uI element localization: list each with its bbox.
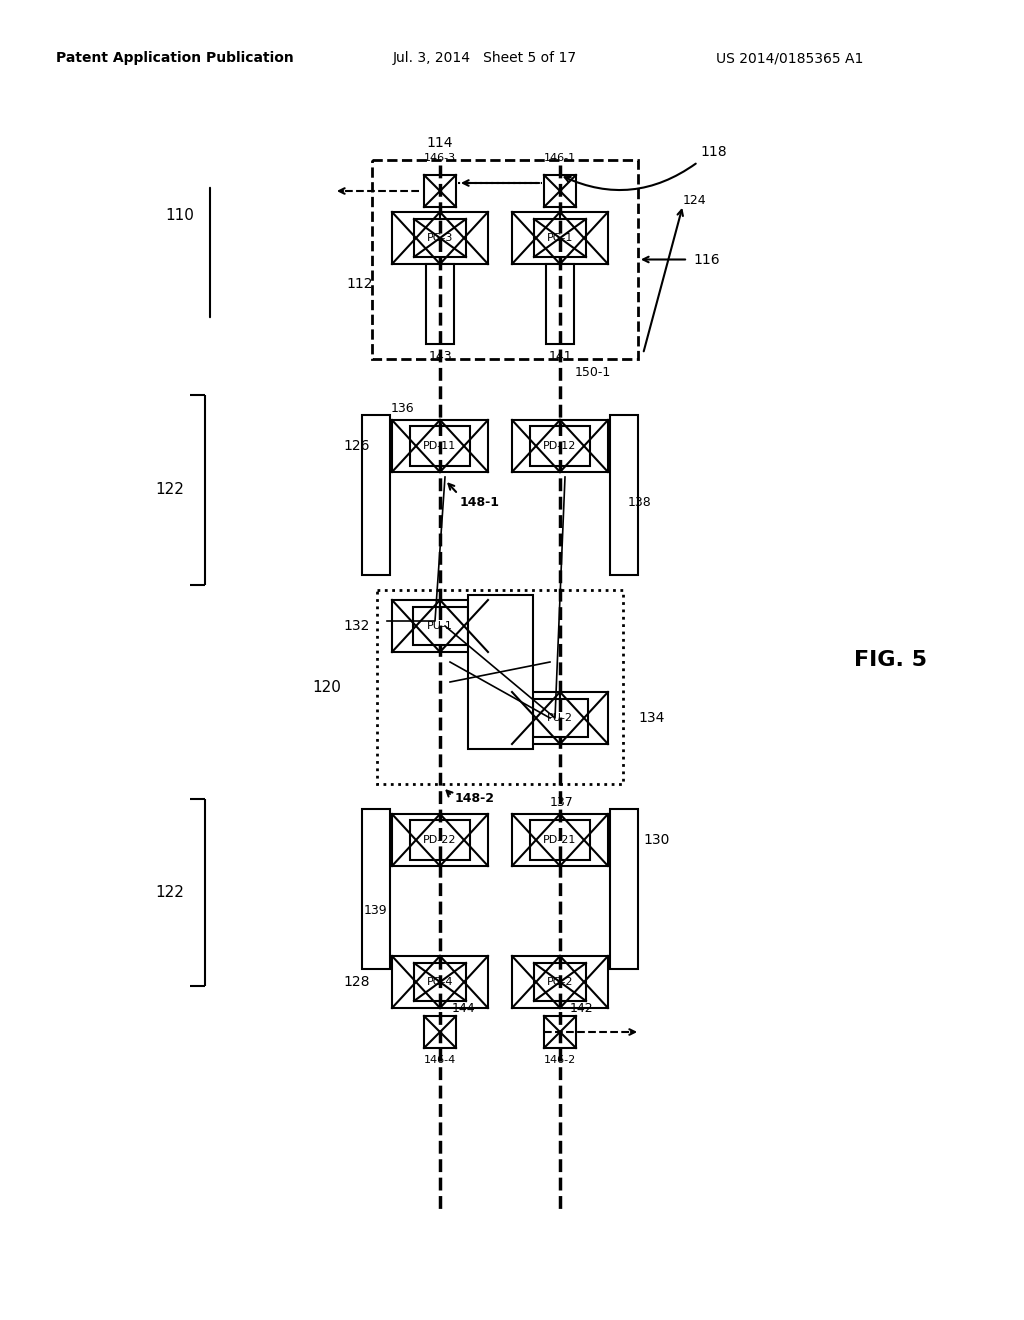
Text: 120: 120 [312,680,341,694]
Bar [440,420,488,473]
Text: PD-12: PD-12 [544,441,577,451]
Text: 124: 124 [683,194,707,206]
Bar [392,601,440,652]
Bar [362,414,390,576]
Bar [392,420,440,473]
Text: 126: 126 [344,440,371,453]
Bar [560,814,608,866]
Bar [440,213,488,264]
Text: 134: 134 [638,711,665,725]
Text: PU-1: PU-1 [427,620,453,631]
Bar [610,809,638,969]
Text: PG-1: PG-1 [547,234,573,243]
Bar [546,264,574,345]
Bar [414,219,466,257]
Text: PG-3: PG-3 [427,234,454,243]
Text: PG-4: PG-4 [427,977,454,987]
Bar [440,601,488,652]
Bar [610,414,638,576]
Bar [512,692,560,744]
Bar [362,809,390,969]
Bar [372,160,638,359]
Bar [534,219,586,257]
Bar [534,964,586,1001]
Text: 137: 137 [550,796,573,808]
Text: 114: 114 [427,136,454,150]
Text: 110: 110 [166,207,195,223]
Text: 138: 138 [628,495,651,508]
Bar [424,176,456,207]
Text: 144: 144 [452,1002,475,1015]
Text: 139: 139 [364,904,387,917]
Bar [560,692,608,744]
Bar [410,426,470,466]
Text: PU-2: PU-2 [547,713,573,723]
Bar [530,820,590,861]
Text: 150-1: 150-1 [575,366,611,379]
Text: 146-3: 146-3 [424,153,456,162]
Bar [440,814,488,866]
Text: 148-2: 148-2 [455,792,495,805]
Text: 146-1: 146-1 [544,153,577,162]
Text: 143: 143 [428,350,452,363]
Text: PD-21: PD-21 [544,836,577,845]
Bar [512,956,560,1008]
Bar [544,1016,575,1048]
Bar [392,956,440,1008]
Bar [424,1016,456,1048]
Bar [560,956,608,1008]
Text: 128: 128 [344,975,371,989]
Bar [392,814,440,866]
Text: 130: 130 [643,833,670,847]
Text: 116: 116 [693,252,720,267]
Bar [560,420,608,473]
Text: 146-4: 146-4 [424,1055,456,1065]
Bar [530,426,590,466]
Bar [426,264,454,345]
Bar [560,213,608,264]
Bar [512,420,560,473]
Text: US 2014/0185365 A1: US 2014/0185365 A1 [717,51,863,65]
Text: Jul. 3, 2014   Sheet 5 of 17: Jul. 3, 2014 Sheet 5 of 17 [393,51,578,65]
Bar [512,213,560,264]
Bar [392,213,440,264]
Text: 132: 132 [344,619,371,634]
Bar [414,964,466,1001]
Text: PD-22: PD-22 [423,836,457,845]
Bar [377,590,623,784]
Bar [512,814,560,866]
Text: 122: 122 [156,884,184,900]
Text: 141: 141 [548,350,571,363]
Bar [468,595,532,748]
Text: Patent Application Publication: Patent Application Publication [56,51,294,65]
Text: 112: 112 [347,277,374,290]
Text: 122: 122 [156,483,184,498]
Text: PD-11: PD-11 [423,441,457,451]
Bar [440,956,488,1008]
Text: FIG. 5: FIG. 5 [853,649,927,671]
Text: 142: 142 [570,1002,594,1015]
Text: 136: 136 [390,401,414,414]
Text: PG-2: PG-2 [547,977,573,987]
Bar [544,176,575,207]
Bar [413,607,468,645]
Text: 118: 118 [700,145,727,158]
Text: 148-1: 148-1 [460,495,500,508]
Bar [534,700,588,737]
Text: 146-2: 146-2 [544,1055,577,1065]
Bar [410,820,470,861]
